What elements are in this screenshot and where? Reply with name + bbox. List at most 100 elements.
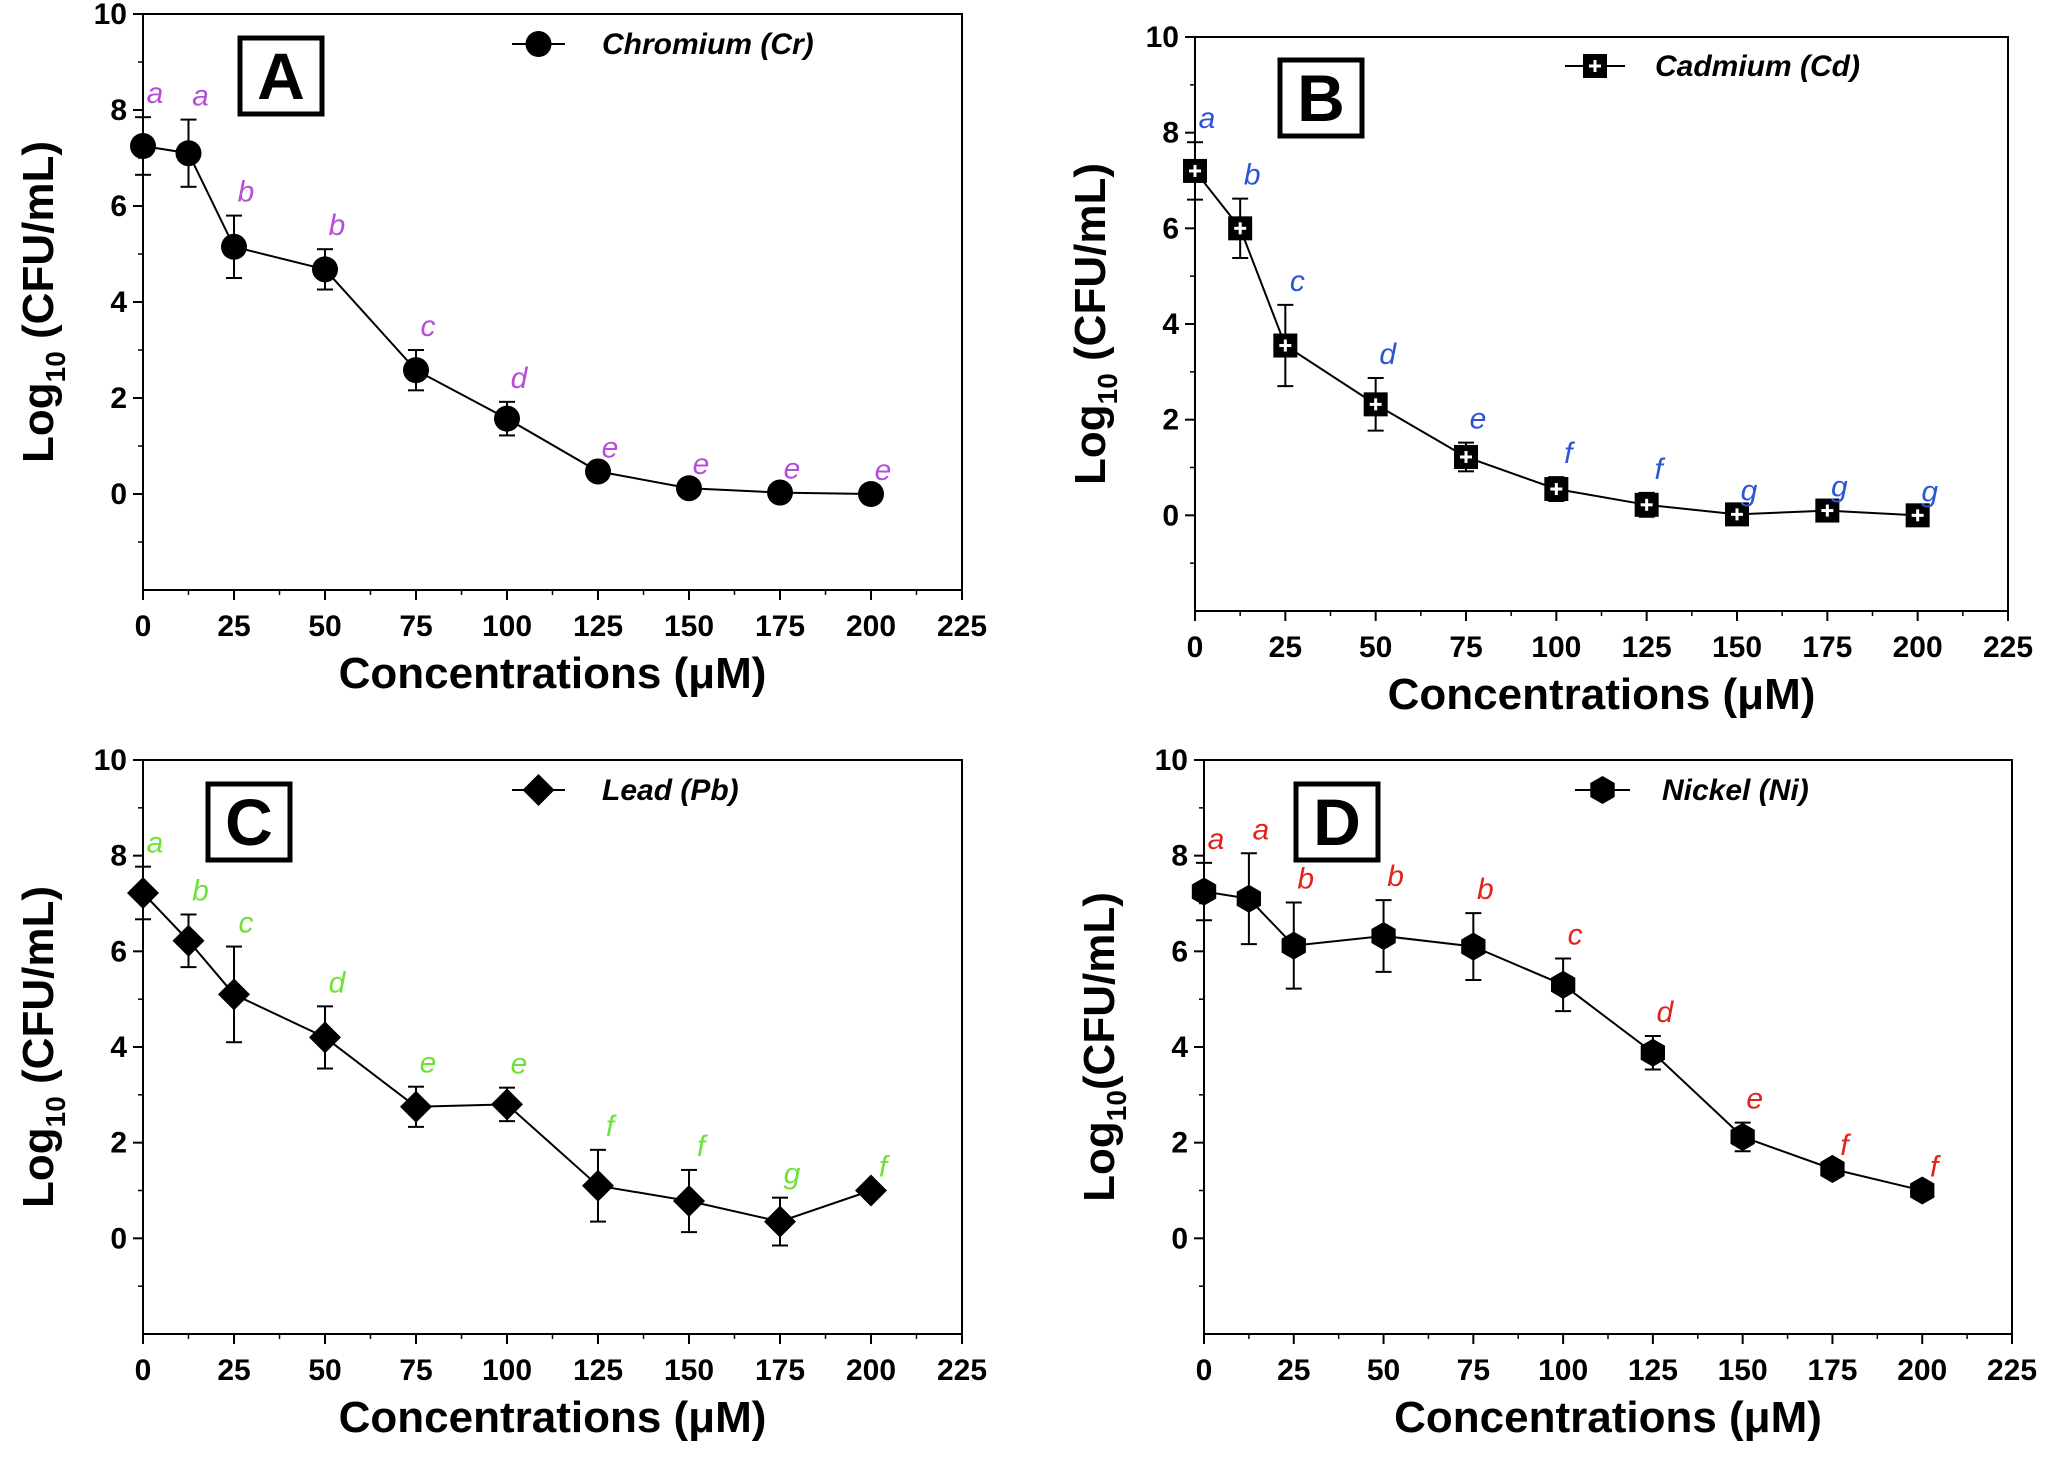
panel-label: C	[225, 785, 273, 859]
data-point	[491, 1088, 523, 1121]
data-point	[582, 1169, 614, 1202]
legend-label: Chromium (Cr)	[602, 28, 814, 61]
x-tick-label: 125	[1622, 631, 1672, 664]
x-tick-label: 25	[217, 610, 250, 643]
significance-letter: e	[784, 453, 801, 486]
data-point	[309, 1021, 341, 1054]
significance-letter: b	[1387, 860, 1404, 893]
x-tick-label: 175	[1807, 1354, 1857, 1387]
panel-label-box	[1293, 781, 1381, 863]
data-point	[175, 140, 202, 167]
y-tick-label: 10	[94, 0, 127, 31]
data-point	[494, 405, 520, 432]
significance-letter: d	[1379, 338, 1397, 371]
legend-marker	[522, 774, 555, 806]
data-point	[1725, 502, 1749, 527]
significance-letter: b	[329, 209, 346, 242]
significance-letter: e	[1746, 1083, 1763, 1116]
data-point	[1281, 931, 1306, 960]
x-tick-label: 25	[1277, 1354, 1310, 1387]
data-point	[1371, 922, 1396, 951]
y-axis-title: Log10 (CFU/mL)	[14, 886, 71, 1208]
data-point	[218, 978, 250, 1011]
x-tick-label: 25	[1269, 631, 1302, 664]
y-tick-label: 0	[1162, 499, 1179, 532]
significance-letter: e	[875, 454, 892, 487]
y-tick-label: 8	[110, 840, 127, 873]
significance-letter: c	[1568, 919, 1583, 952]
y-tick-label: 6	[110, 935, 127, 968]
y-tick-label: 2	[1162, 404, 1179, 437]
x-tick-label: 225	[937, 610, 987, 643]
y-tick-label: 4	[110, 1031, 127, 1064]
panel-label-box	[237, 35, 325, 117]
x-tick-label: 175	[755, 610, 805, 643]
x-tick-label: 50	[1367, 1354, 1400, 1387]
significance-letter: g	[1921, 475, 1938, 508]
significance-letter: d	[1657, 996, 1675, 1029]
data-point	[130, 133, 156, 159]
data-point	[855, 1174, 887, 1207]
x-tick-label: 225	[1987, 1354, 2037, 1387]
x-tick-label: 75	[399, 1354, 432, 1387]
x-tick-label: 0	[1187, 631, 1204, 664]
x-tick-label: 75	[399, 610, 432, 643]
y-axis-title: Log10 (CFU/mL)	[14, 141, 71, 463]
data-point	[1905, 503, 1930, 528]
series-line	[142, 892, 872, 1223]
data-point	[1461, 932, 1486, 961]
significance-letter: e	[511, 1048, 528, 1081]
y-tick-label: 8	[1171, 840, 1188, 873]
x-tick-label: 200	[846, 1354, 896, 1387]
x-tick-label: 75	[1457, 1354, 1490, 1387]
data-point	[1273, 333, 1298, 358]
y-tick-label: 0	[110, 1222, 127, 1255]
y-tick-label: 2	[1171, 1127, 1188, 1160]
legend-marker	[1590, 776, 1615, 804]
data-point	[127, 876, 159, 909]
significance-letter: f	[879, 1151, 890, 1184]
data-point	[676, 475, 702, 502]
y-tick-label: 0	[110, 478, 127, 511]
x-tick-label: 125	[573, 610, 623, 643]
data-point	[1191, 877, 1217, 906]
significance-letter: a	[1199, 102, 1216, 135]
x-tick-label: 100	[1531, 631, 1581, 664]
significance-letter: c	[1290, 265, 1305, 298]
x-tick-label: 225	[1983, 631, 2033, 664]
x-tick-label: 25	[217, 1354, 250, 1387]
data-point	[673, 1185, 705, 1218]
y-tick-label: 0	[1171, 1222, 1188, 1255]
data-point	[1634, 492, 1659, 517]
data-point	[1820, 1154, 1845, 1183]
y-tick-label: 6	[110, 190, 127, 223]
data-point	[1910, 1176, 1935, 1205]
significance-letter: f	[606, 1110, 617, 1143]
y-tick-label: 4	[1162, 308, 1179, 341]
data-point	[585, 458, 611, 485]
y-tick-label: 10	[94, 744, 127, 777]
significance-letter: d	[511, 362, 529, 395]
significance-letter: a	[1208, 823, 1225, 856]
legend-marker	[1583, 54, 1607, 78]
data-point	[1454, 444, 1478, 469]
x-tick-label: 0	[135, 610, 152, 643]
data-point	[1815, 498, 1840, 523]
significance-letter: b	[1297, 863, 1314, 896]
legend-label: Lead (Pb)	[602, 774, 739, 807]
significance-letter: b	[192, 875, 209, 908]
data-point	[858, 481, 884, 507]
significance-letter: d	[329, 966, 347, 999]
significance-letter: c	[239, 907, 254, 940]
significance-letter: g	[1831, 471, 1848, 504]
significance-letter: b	[1477, 873, 1494, 906]
significance-letter: f	[1564, 437, 1575, 470]
significance-letter: e	[602, 431, 619, 464]
x-tick-label: 125	[573, 1354, 623, 1387]
significance-letter: f	[697, 1130, 708, 1163]
x-tick-label: 200	[1897, 1354, 1947, 1387]
data-point	[764, 1205, 796, 1238]
legend-marker	[525, 31, 552, 57]
